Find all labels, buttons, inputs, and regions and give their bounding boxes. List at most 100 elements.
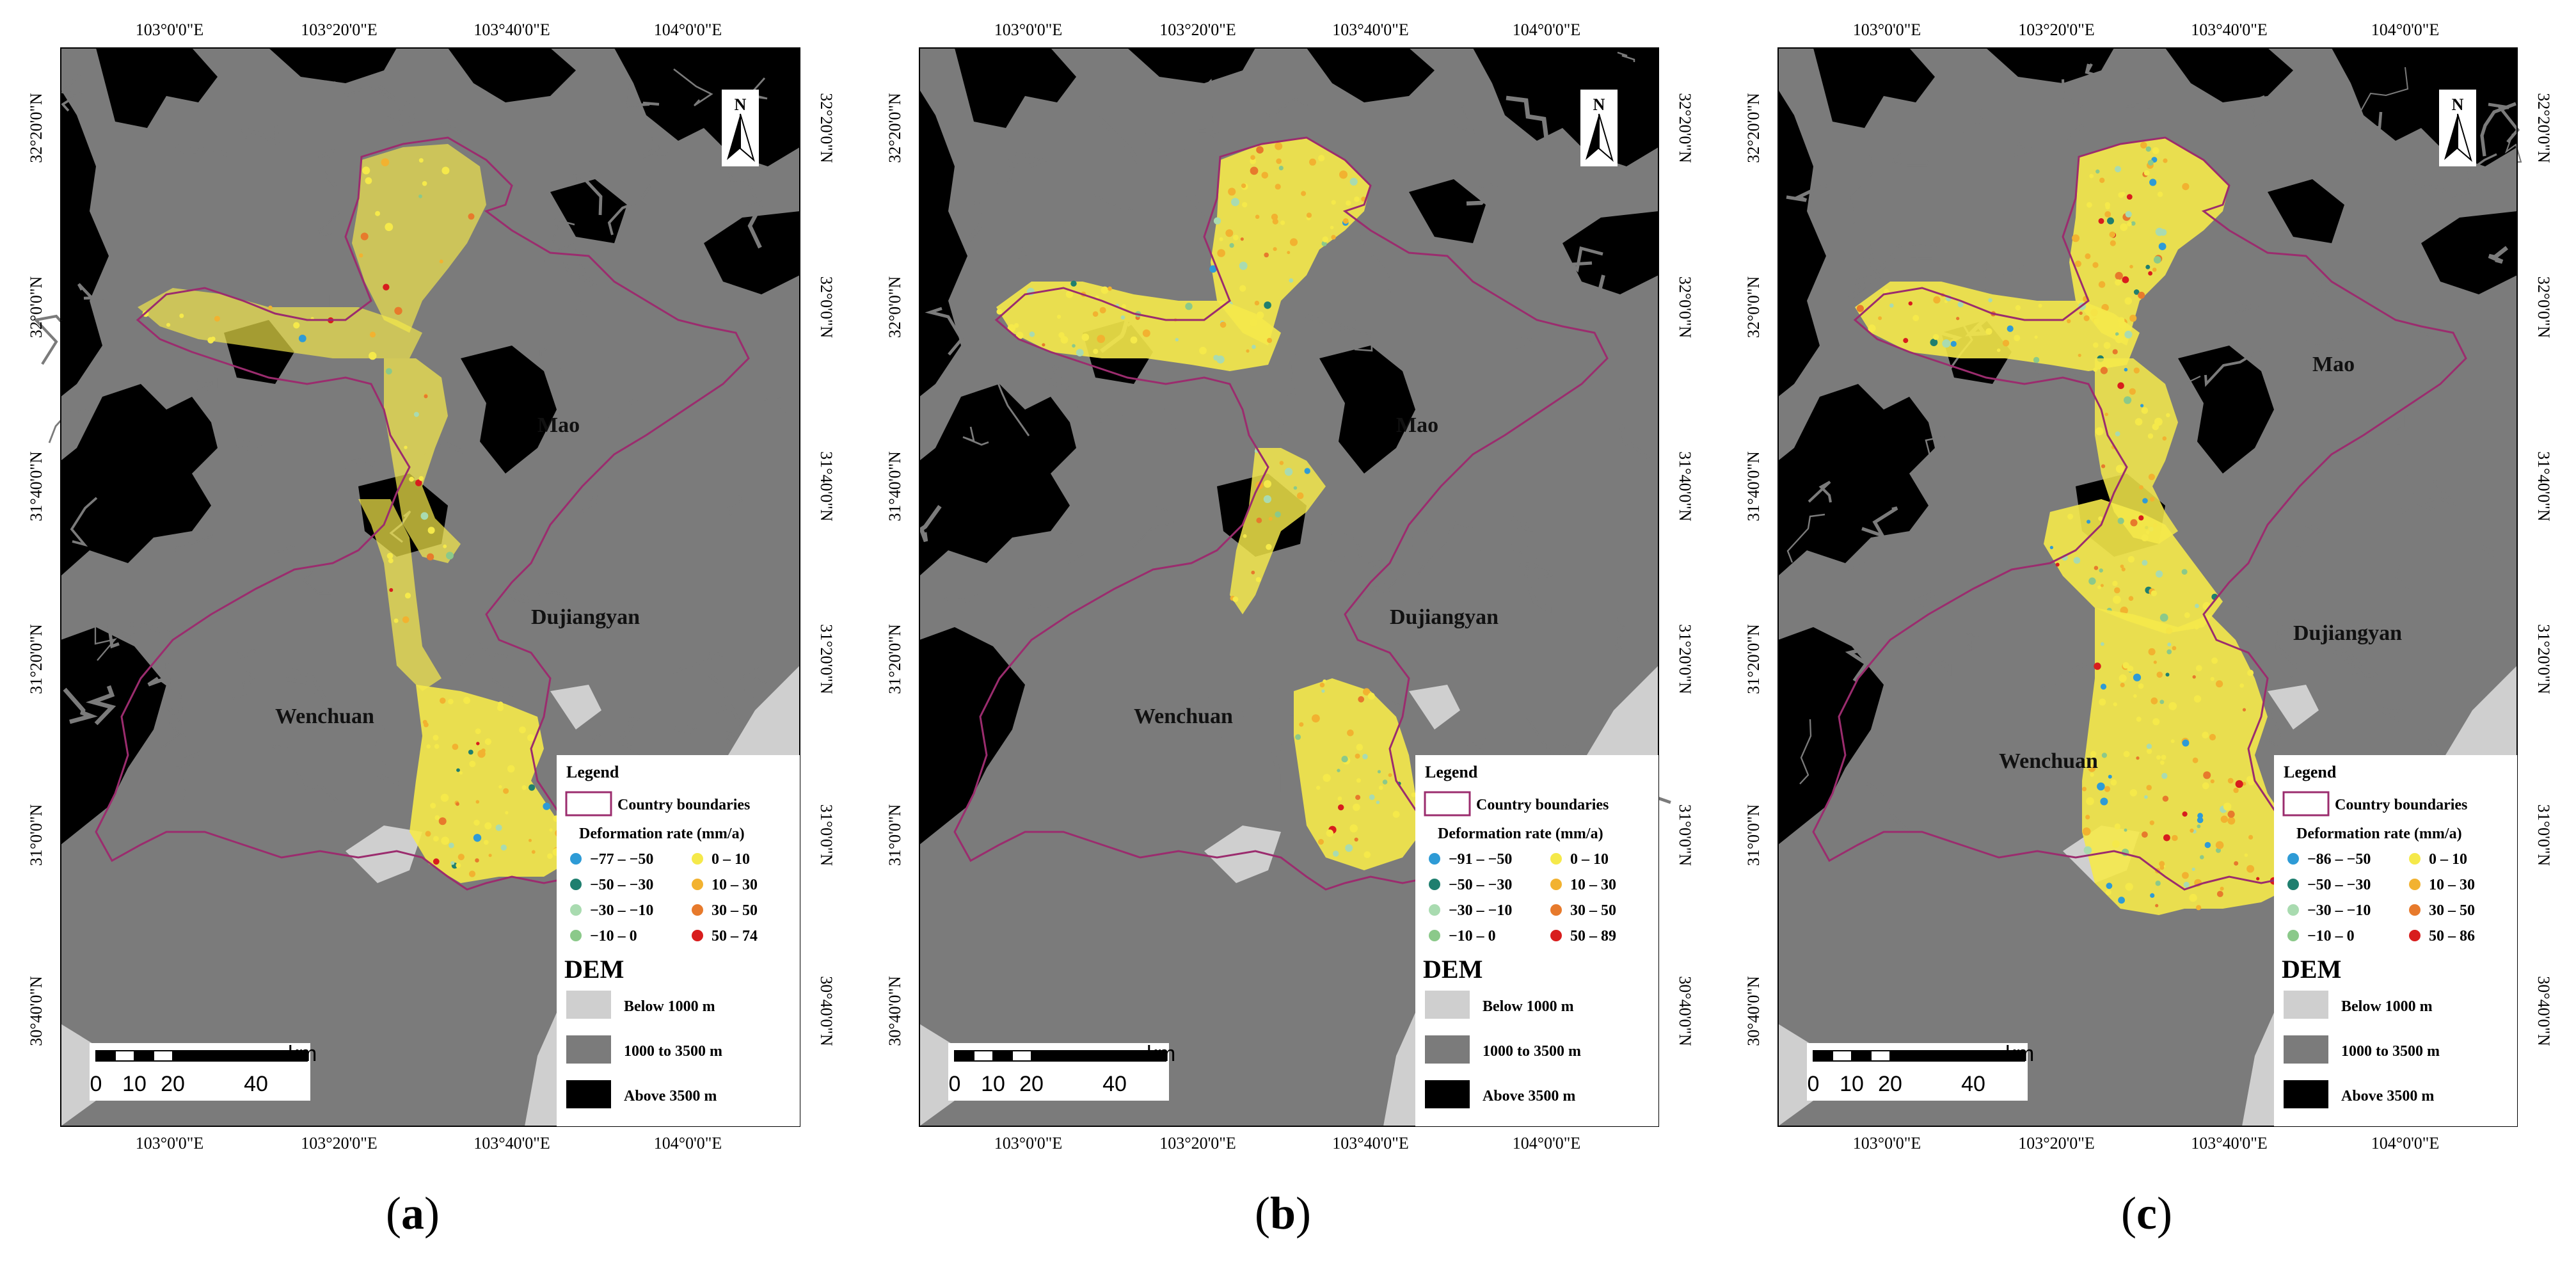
valley-line [1316, 534, 1348, 577]
valley-line [544, 218, 575, 262]
scale-tick-label: 20 [1019, 1072, 1044, 1096]
latitude-label-right: 30°40'0"N [817, 976, 836, 1046]
boundary-label: Country boundaries [1476, 797, 1609, 813]
scale-tick-label: 40 [1961, 1072, 1985, 1096]
deformation-pixel [418, 158, 424, 163]
deformation-area [2082, 608, 2300, 915]
scale-bar-segment [115, 1050, 135, 1062]
valley-line [2451, 153, 2497, 198]
valley-line [1896, 243, 1937, 250]
deformation-pixel [2120, 223, 2128, 231]
deformation-pixel [1042, 343, 1046, 347]
longitude-label-top: 104°0'0"E [654, 20, 722, 39]
dem-high-polygon [2178, 346, 2274, 474]
deformation-pixel [450, 861, 455, 865]
valley-line [107, 625, 147, 649]
deformation-pixel [2163, 158, 2168, 163]
deformation-pixel [2138, 515, 2144, 521]
deformation-pixel [298, 335, 306, 342]
deformation-class-label: −50 – −30 [590, 877, 653, 893]
valley-line [77, 283, 104, 300]
deformation-pixel [1122, 304, 1126, 309]
legend-title: Legend [1425, 763, 1478, 781]
deformation-pixel [1988, 298, 1992, 303]
dem-title: DEM [2282, 955, 2341, 984]
deformation-pixel [2124, 297, 2133, 305]
deformation-pixel [1331, 200, 1336, 205]
deformation-pixel [2119, 674, 2127, 682]
latitude-label-left: 32°0'0"N [886, 276, 904, 339]
deformation-pixel [2101, 464, 2106, 468]
deformation-pixel [2094, 318, 2099, 324]
deformation-pixel [385, 368, 392, 375]
deformation-pixel [2152, 147, 2159, 154]
scale-bar-segment [1889, 1050, 2025, 1062]
deformation-pixel [1093, 349, 1099, 355]
deformation-pixel [2109, 231, 2116, 238]
deformation-pixel [2125, 882, 2133, 891]
dem-swatch [2284, 991, 2328, 1019]
deformation-area [384, 358, 461, 563]
deformation-pixel [2089, 173, 2094, 179]
place-label-dujiangyan: Dujiangyan [531, 605, 640, 629]
deformation-pixel [1950, 340, 1957, 347]
deformation-pixel [2162, 795, 2169, 802]
dem-swatch [1425, 991, 1470, 1019]
valley-line [1368, 559, 1391, 592]
deformation-pixel [2082, 827, 2091, 836]
deformation-pixel [1289, 278, 1294, 283]
longitude-label-top: 103°40'0"E [2191, 20, 2268, 39]
deformation-pixel [2088, 577, 2096, 585]
scale-tick-label: 0 [90, 1072, 102, 1096]
valley-line [2333, 647, 2378, 678]
valley-line [706, 672, 746, 733]
valley-line [250, 544, 295, 589]
deformation-pixel [2152, 718, 2160, 726]
deformation-pixel [413, 411, 419, 417]
deformation-pixel [1209, 265, 1217, 273]
deformation-pixel [433, 735, 439, 741]
deformation-pixel [2246, 865, 2255, 873]
dem-low-polygon [2268, 685, 2319, 730]
deformation-pixel [1889, 303, 1894, 308]
scale-bar: km 0 10 20 40 [1807, 1042, 2034, 1101]
valley-line [1097, 116, 1141, 164]
dem-high-polygon [550, 179, 627, 243]
deformation-pixel [468, 870, 476, 877]
deformation-pixel [1912, 315, 1920, 321]
legend: Legend Country boundaries Deformation rate… [1415, 755, 1658, 1126]
deformation-pixel [1411, 792, 1416, 797]
deformation-pixel [394, 618, 399, 623]
deformation-pixel [1241, 183, 1246, 188]
deformation-class-label: −10 – 0 [2307, 928, 2355, 945]
deformation-pixel [443, 544, 447, 548]
deformation-pixel [468, 213, 475, 220]
deformation-pixel [473, 819, 480, 826]
deformation-pixel [1333, 850, 1339, 857]
scale-tick-label: 0 [1808, 1072, 1820, 1096]
valley-line [386, 108, 420, 127]
valley-line [1281, 354, 1296, 397]
deformation-pixel [1908, 301, 1912, 306]
scale-tick-label: 0 [949, 1072, 961, 1096]
deformation-pixel [2156, 570, 2163, 578]
longitude-label-top: 103°40'0"E [473, 20, 550, 39]
deformation-pixel [381, 158, 390, 166]
deformation-pixel [1306, 212, 1312, 218]
deformation-pixel [1251, 570, 1255, 575]
legend-title: Legend [566, 763, 619, 781]
deformation-class-label: 30 – 50 [1570, 902, 1616, 919]
scale-bar-segment [954, 1050, 974, 1062]
valley-line [674, 704, 732, 735]
valley-line [1095, 411, 1130, 423]
scale-bar-segment [1012, 1050, 1032, 1062]
deformation-pixel [2105, 205, 2110, 210]
deformation-pixel [996, 308, 1003, 315]
valley-line [944, 594, 978, 603]
deformation-pixel [1868, 324, 1876, 333]
deformation-pixel [2210, 779, 2214, 784]
deformation-pixel [1242, 202, 1248, 208]
deformation-pixel [1240, 237, 1244, 241]
valley-line [1863, 239, 1884, 281]
map-panel-b: 103°0'0"E 103°0'0"E 103°20'0"E 103°20'0"E 10… [859, 0, 1717, 1276]
